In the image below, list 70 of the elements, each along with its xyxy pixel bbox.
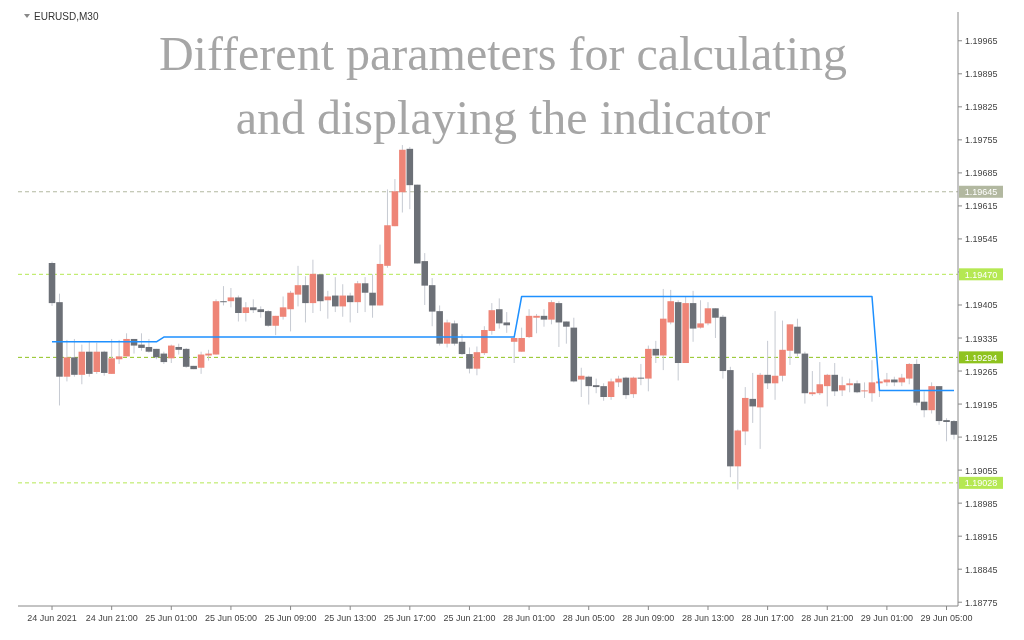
ref-line-label: 1.19294 [964,352,998,363]
y-tick-label: 1.18985 [965,498,998,509]
y-tick-label: 1.18845 [965,564,998,575]
x-tick-label: 24 Jun 2021 [27,613,77,623]
x-tick-label: 28 Jun 17:00 [741,613,794,623]
y-tick-label: 1.19965 [965,36,998,47]
x-tick-label: 28 Jun 13:00 [681,613,735,623]
y-tick-label: 1.19265 [965,366,998,377]
candlestick [93,342,101,375]
x-tick-label: 28 Jun 05:00 [562,613,615,623]
ref-line-label: 1.19028 [964,478,998,489]
candlestick [302,275,309,323]
x-tick-label: 28 Jun 01:00 [503,613,556,623]
x-tick-label: 25 Jun 21:00 [443,613,496,623]
ref-line-label: 1.19645 [964,187,998,198]
y-tick-label: 1.19545 [965,234,998,245]
candlestick [548,299,555,325]
candlestick [831,362,838,397]
candlestick [78,344,86,385]
y-tick-label: 1.19195 [965,399,998,410]
candlestick [764,340,771,390]
y-tick-label: 1.19335 [965,333,998,344]
candlestick [324,290,332,320]
candlestick [235,295,242,322]
x-tick-label: 25 Jun 17:00 [383,613,436,623]
candlestick [697,299,704,330]
y-tick-label: 1.19405 [965,300,998,311]
candlestick [540,308,548,328]
y-tick-label: 1.19825 [965,102,998,113]
candlestick [63,339,71,382]
candlestick [242,301,250,322]
x-tick-label: 28 Jun 09:00 [622,613,675,623]
candlestick [369,273,376,319]
candlestick [577,367,585,398]
x-tick-label: 25 Jun 13:00 [324,613,377,623]
x-tick-label: 25 Jun 01:00 [145,613,198,623]
x-tick-label: 28 Jun 21:00 [801,613,854,623]
y-tick-label: 1.19055 [965,465,998,476]
line-series [51,295,955,392]
text: Different parameters for calculating and displaying the indicator [158,27,848,144]
x-tick-label: 24 Jun 21:00 [85,613,138,623]
y-tick-label: 1.19125 [965,432,998,443]
x-tick-label: 25 Jun 09:00 [264,613,317,623]
candlestick [361,276,369,313]
y-tick-label: 1.19755 [965,135,998,146]
ref-line-label: 1.19470 [964,269,998,280]
x-tick-label: 29 Jun 01:00 [860,613,913,623]
chart-subtitle: EURUSD,M30 [34,11,99,22]
candlestick [354,280,361,314]
candlestick [704,301,712,326]
candlestick [227,287,235,308]
y-tick-label: 1.19685 [965,168,998,179]
candlestick [100,350,108,377]
y-tick-label: 1.18915 [965,531,998,542]
candlestick [555,300,563,348]
candlestick [220,285,227,306]
candlestick [466,346,473,374]
candlestick [630,376,637,399]
y-tick-label: 1.19615 [965,201,998,212]
candlestick [168,344,175,364]
y-tick-label: 1.19895 [965,69,998,80]
y-tick-label: 1.18775 [965,597,998,608]
x-tick-label: 29 Jun 05:00 [920,613,973,623]
x-tick-label: 25 Jun 05:00 [204,613,257,623]
candlestick [71,338,78,378]
candlestick [339,283,347,318]
candlestick [197,351,205,375]
candlestick [86,340,93,378]
candlestick [332,276,339,313]
candlestick [749,372,756,424]
